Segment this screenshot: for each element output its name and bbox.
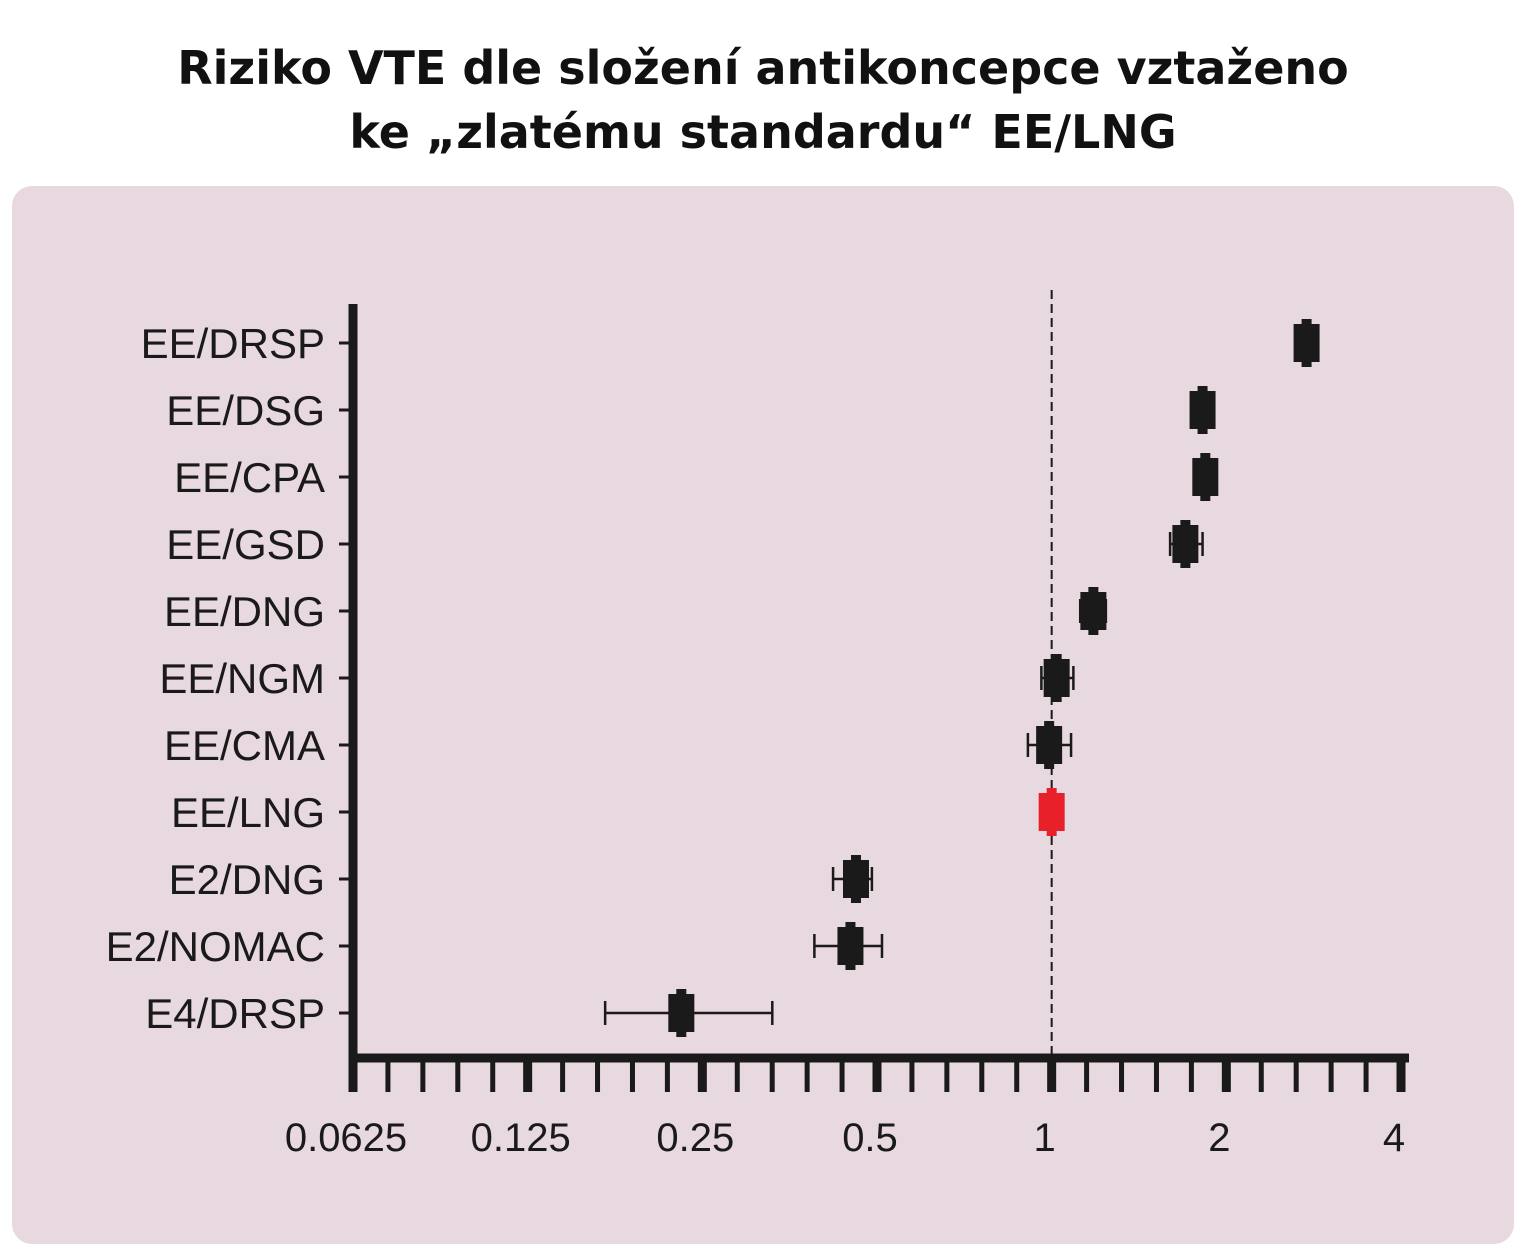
y-tick-label: E2/DNG <box>169 856 325 903</box>
estimate-marker <box>1189 386 1216 434</box>
marks-layer <box>603 319 1320 1037</box>
estimate-marker <box>668 989 695 1037</box>
labels-layer: 0.0625 0.125 0.25 0.5 1 2 4 EE/DRSP EE/DSG EE/CPA… <box>106 320 1406 1160</box>
estimate-marker <box>1172 520 1199 568</box>
x-tick-label: 1 <box>1034 1116 1056 1160</box>
y-tick-label: EE/CPA <box>174 454 325 501</box>
estimate-marker <box>1080 587 1107 635</box>
y-tick-label: EE/CMA <box>164 722 325 769</box>
x-tick-label: 0.125 <box>471 1116 571 1160</box>
chart-title: Riziko VTE dle složení antikoncepce vzta… <box>0 36 1526 164</box>
estimate-marker <box>1293 319 1320 367</box>
reference-marker <box>1038 788 1065 836</box>
y-tick-label: EE/DNG <box>164 588 325 635</box>
x-tick-label: 0.5 <box>842 1116 898 1160</box>
x-tick-label: 2 <box>1208 1116 1230 1160</box>
y-tick-label: EE/GSD <box>166 521 325 568</box>
chart-title-line-1: Riziko VTE dle složení antikoncepce vzta… <box>177 41 1349 95</box>
y-tick-label: EE/NGM <box>159 655 325 702</box>
x-tick-layer <box>348 1058 1406 1092</box>
x-tick-label: 0.25 <box>656 1116 734 1160</box>
estimate-marker <box>837 922 864 970</box>
y-tick-layer <box>339 341 350 1015</box>
estimate-marker <box>1043 654 1070 702</box>
chart-title-line-2: ke „zlatému standardu“ EE/LNG <box>349 105 1177 159</box>
estimate-marker <box>842 855 869 903</box>
estimate-marker <box>1192 453 1219 501</box>
y-tick-label: EE/DRSP <box>141 320 325 367</box>
x-tick-label: 0.0625 <box>285 1116 407 1160</box>
axes-layer <box>348 304 1409 1092</box>
x-tick-label: 4 <box>1383 1116 1405 1160</box>
y-tick-label: EE/LNG <box>171 789 325 836</box>
y-tick-label: EE/DSG <box>166 387 325 434</box>
y-tick-label: E4/DRSP <box>145 990 325 1037</box>
y-tick-label: E2/NOMAC <box>106 923 325 970</box>
estimate-marker <box>1036 721 1063 769</box>
